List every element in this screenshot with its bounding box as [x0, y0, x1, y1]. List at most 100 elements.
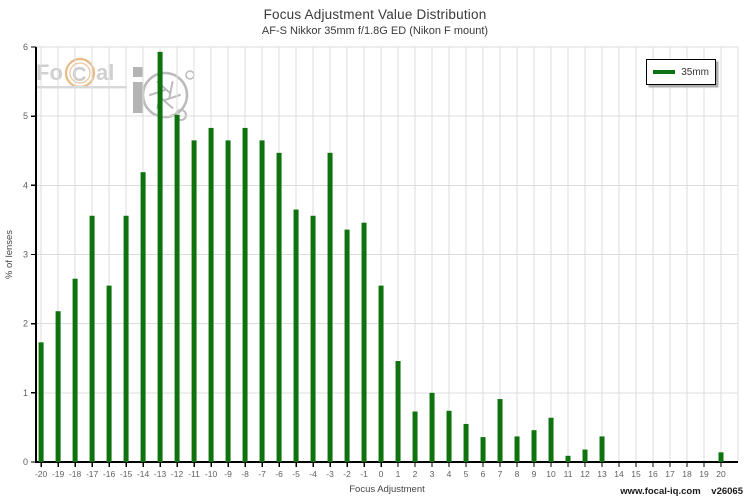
- bar-x-18: [72, 278, 78, 462]
- x-tick-label: -4: [309, 469, 317, 479]
- y-axis-title: % of lenses: [4, 230, 15, 279]
- logo-i-glyph: [133, 67, 143, 113]
- x-tick-label: 18: [682, 469, 692, 479]
- bar-x7: [497, 399, 503, 462]
- x-tick-label: 10: [546, 469, 556, 479]
- x-tick-label: -6: [275, 469, 283, 479]
- x-tick-label: 17: [665, 469, 675, 479]
- bar-x9: [531, 430, 537, 462]
- x-tick-label: -19: [52, 469, 65, 479]
- footer-site-link[interactable]: www.focal-iq.com: [620, 486, 701, 497]
- x-tick-label: -5: [292, 469, 300, 479]
- x-tick-label: 4: [447, 469, 452, 479]
- y-tick-label: 2: [23, 319, 28, 329]
- x-tick-label: 6: [481, 469, 486, 479]
- bar-x-3: [327, 152, 333, 462]
- x-tick-label: 0: [379, 469, 384, 479]
- x-tick-label: -15: [120, 469, 133, 479]
- bar-x-15: [123, 215, 129, 462]
- x-tick-label: 12: [580, 469, 590, 479]
- bar-x-16: [106, 285, 112, 462]
- x-tick-label: -20: [35, 469, 48, 479]
- footer-version: v26065: [711, 486, 743, 497]
- x-tick-label: -1: [360, 469, 368, 479]
- chart-title: Focus Adjustment Value Distribution: [263, 7, 487, 22]
- y-tick-label: 6: [23, 42, 28, 52]
- bar-x-1: [361, 222, 367, 462]
- chart-subtitle: AF-S Nikkor 35mm f/1.8G ED (Nikon F moun…: [261, 25, 489, 37]
- x-tick-label: 8: [515, 469, 520, 479]
- x-tick-label: 15: [631, 469, 641, 479]
- x-tick-label: 11: [564, 469, 573, 479]
- x-tick-label: 3: [430, 469, 435, 479]
- bar-x0: [378, 285, 384, 462]
- bar-x5: [463, 423, 469, 462]
- x-tick-label: -3: [326, 469, 334, 479]
- x-tick-label: -11: [188, 469, 200, 479]
- bar-x-20: [38, 342, 44, 462]
- bar-x-19: [55, 311, 61, 462]
- bar-x10: [548, 417, 554, 462]
- x-tick-label: -8: [241, 469, 249, 479]
- x-tick-label: 16: [648, 469, 658, 479]
- bar-x-10: [208, 127, 214, 463]
- x-axis-title: Focus Adjustment: [349, 484, 425, 495]
- bar-x8: [514, 436, 520, 462]
- x-tick-label: 9: [532, 469, 537, 479]
- x-tick-label: -14: [137, 469, 150, 479]
- legend-line-swatch: [653, 70, 676, 74]
- x-tick-label: 13: [597, 469, 607, 479]
- footer: www.focal-iq.com v26065: [612, 486, 743, 497]
- x-tick-label: 5: [464, 469, 469, 479]
- bar-x-13: [157, 51, 163, 462]
- x-tick-label: -10: [205, 469, 218, 479]
- bar-x-4: [310, 215, 316, 462]
- logo-underline: [35, 86, 127, 89]
- bar-x20: [718, 452, 724, 462]
- bar-x-5: [293, 209, 299, 462]
- bar-x-2: [344, 229, 350, 462]
- legend-label: 35mm: [681, 66, 709, 78]
- bar-x3: [429, 392, 435, 462]
- legend: 35mm: [646, 59, 716, 85]
- bar-x-14: [140, 172, 146, 463]
- x-tick-label: -9: [224, 469, 232, 479]
- x-tick-label: 7: [498, 469, 503, 479]
- x-tick-label: 14: [614, 469, 624, 479]
- x-tick-label: -12: [171, 469, 184, 479]
- x-tick-label: -18: [69, 469, 82, 479]
- bar-x2: [412, 411, 418, 462]
- x-tick-label: -7: [258, 469, 266, 479]
- bar-x-9: [225, 140, 231, 462]
- y-tick-label: 5: [23, 111, 28, 121]
- bar-x-12: [174, 114, 180, 463]
- bar-x-6: [276, 152, 282, 462]
- bar-x-8: [242, 127, 248, 463]
- y-tick-label: 4: [23, 180, 28, 190]
- x-tick-label: -16: [103, 469, 116, 479]
- x-tick-label: -17: [86, 469, 99, 479]
- bar-x-17: [89, 215, 95, 462]
- bar-x11: [565, 455, 571, 462]
- x-tick-label: -2: [343, 469, 351, 479]
- logo-text-c: C: [72, 64, 86, 86]
- logo-orange-ring-inner: [69, 62, 91, 84]
- bar-x4: [446, 410, 452, 462]
- y-tick-label: 0: [23, 457, 28, 467]
- bar-x6: [480, 437, 486, 462]
- x-tick-label: 20: [716, 469, 726, 479]
- x-tick-label: 19: [699, 469, 709, 479]
- x-tick-label: 1: [396, 469, 401, 479]
- bar-x1: [395, 361, 401, 462]
- bar-x-11: [191, 140, 197, 462]
- x-tick-label: -13: [154, 469, 167, 479]
- y-tick-label: 1: [23, 388, 28, 398]
- y-tick-label: 3: [23, 250, 28, 260]
- bar-x13: [599, 436, 605, 462]
- logo-text-al: al: [96, 60, 114, 85]
- bar-x12: [582, 449, 588, 462]
- bar-x-7: [259, 140, 265, 462]
- x-tick-label: 2: [413, 469, 418, 479]
